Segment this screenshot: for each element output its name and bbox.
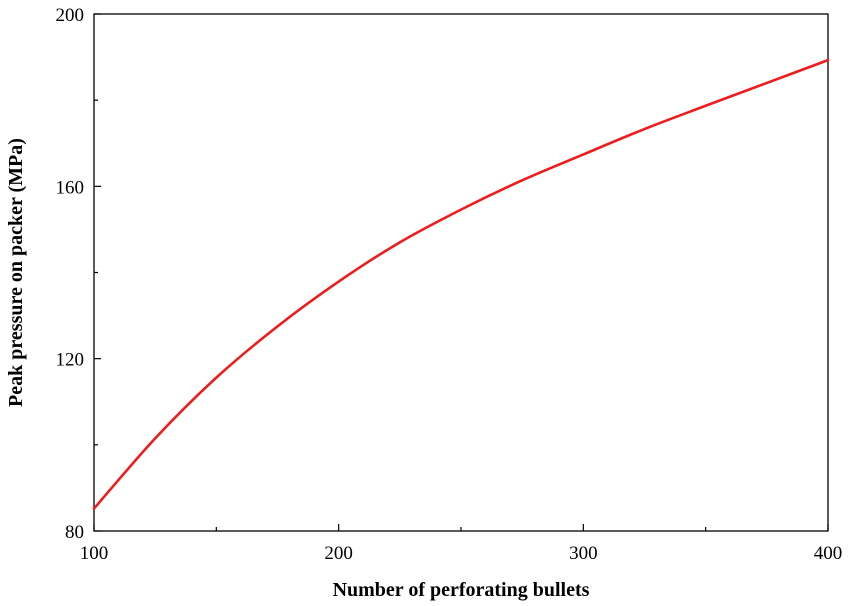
axes [93,13,829,532]
x-tick-label: 200 [324,543,353,564]
x-tick-label: 300 [569,543,598,564]
y-axis-title: Peak pressure on packer (MPa) [5,138,27,407]
tick-marks [93,13,829,532]
tick-labels: 100 200 300 400 80 120 160 200 [56,5,843,564]
series-line-0 [92,58,830,510]
x-tick-label: 100 [80,543,109,564]
x-tick-label: 400 [814,543,843,564]
y-tick-label: 160 [56,177,85,198]
x-axis-title: Number of perforating bullets [333,579,590,601]
y-tick-label: 200 [56,5,85,26]
y-tick-label: 80 [65,522,84,543]
plot-frame [93,13,829,532]
y-tick-label: 120 [56,350,85,371]
series-layer [92,58,830,510]
